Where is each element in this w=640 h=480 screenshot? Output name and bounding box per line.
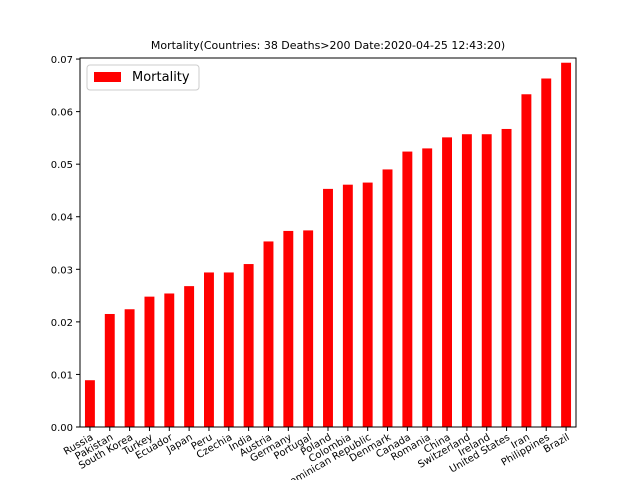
y-tick-label: 0.05: [51, 160, 73, 171]
bar: [342, 184, 353, 427]
y-tick-label: 0.04: [51, 213, 73, 224]
bar: [481, 134, 492, 427]
bars-layer: [84, 62, 572, 428]
legend-box: [86, 64, 200, 91]
legend: Mortality: [86, 64, 200, 91]
bar: [461, 134, 472, 427]
bar: [303, 230, 314, 427]
bar: [164, 293, 175, 427]
bar: [124, 309, 135, 427]
bar: [402, 151, 413, 428]
y-axis: 0.00 0.01 0.02 0.03 0.04 0.05 0.06 0.07: [51, 55, 80, 434]
bar: [243, 264, 254, 427]
bar: [223, 272, 234, 427]
bar: [283, 230, 294, 427]
bar: [561, 62, 572, 427]
y-tick-label: 0.06: [51, 108, 73, 119]
y-tick-label: 0.07: [51, 55, 73, 66]
y-tick-label: 0.01: [51, 370, 73, 381]
bar: [323, 188, 333, 427]
bar: [263, 241, 274, 427]
chart-title: Mortality(Countries: 38 Deaths>200 Date:…: [151, 39, 505, 52]
bar: [84, 380, 95, 427]
legend-label: Mortality: [132, 70, 190, 85]
bar: [382, 169, 393, 427]
y-tick-label: 0.00: [51, 423, 73, 434]
bar: [541, 78, 552, 427]
bar: [521, 94, 532, 428]
y-tick-label: 0.02: [51, 318, 73, 329]
bar: [204, 272, 214, 427]
bar: [184, 286, 195, 427]
bar: [501, 128, 512, 427]
y-tick-label: 0.03: [51, 265, 73, 276]
bar: [422, 148, 433, 427]
bar: [442, 137, 452, 427]
bar: [144, 296, 155, 427]
bar: [104, 313, 115, 427]
legend-swatch: [94, 72, 121, 82]
bar: [362, 182, 373, 427]
